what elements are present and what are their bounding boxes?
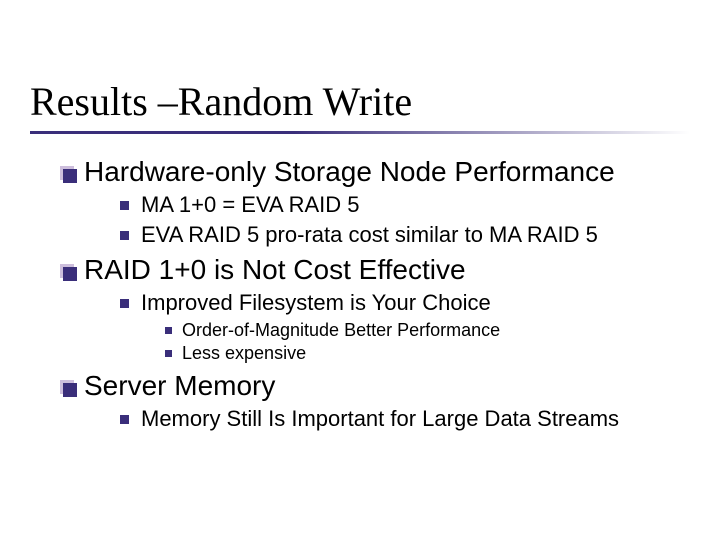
- bullet-text: MA 1+0 = EVA RAID 5: [141, 192, 690, 218]
- diamond-bullet-icon: [60, 380, 74, 394]
- bullet-lvl1: Server Memory: [60, 370, 690, 402]
- bullet-lvl3: Less expensive: [165, 343, 690, 364]
- bullet-lvl3: Order-of-Magnitude Better Performance: [165, 320, 690, 341]
- bullet-lvl2: Memory Still Is Important for Large Data…: [120, 406, 690, 432]
- bullet-text: Less expensive: [182, 343, 690, 364]
- small-square-bullet-icon: [165, 327, 172, 334]
- bullet-lvl1: Hardware-only Storage Node Performance: [60, 156, 690, 188]
- bullet-text: EVA RAID 5 pro-rata cost similar to MA R…: [141, 222, 690, 248]
- title-underline: [30, 131, 690, 134]
- slide-title: Results –Random Write: [30, 78, 690, 125]
- square-bullet-icon: [120, 231, 129, 240]
- square-bullet-icon: [120, 201, 129, 210]
- bullet-text: Memory Still Is Important for Large Data…: [141, 406, 690, 432]
- small-square-bullet-icon: [165, 350, 172, 357]
- diamond-bullet-icon: [60, 166, 74, 180]
- square-bullet-icon: [120, 299, 129, 308]
- bullet-lvl1: RAID 1+0 is Not Cost Effective: [60, 254, 690, 286]
- bullet-text: Server Memory: [84, 370, 690, 402]
- bullet-text: Improved Filesystem is Your Choice: [141, 290, 690, 316]
- bullet-lvl2: EVA RAID 5 pro-rata cost similar to MA R…: [120, 222, 690, 248]
- bullet-lvl2: MA 1+0 = EVA RAID 5: [120, 192, 690, 218]
- bullet-text: RAID 1+0 is Not Cost Effective: [84, 254, 690, 286]
- diamond-bullet-icon: [60, 264, 74, 278]
- bullet-lvl2: Improved Filesystem is Your Choice: [120, 290, 690, 316]
- slide: Results –Random Write Hardware-only Stor…: [0, 0, 720, 540]
- square-bullet-icon: [120, 415, 129, 424]
- slide-title-text: Results –Random Write: [30, 79, 412, 124]
- bullet-text: Hardware-only Storage Node Performance: [84, 156, 690, 188]
- bullet-text: Order-of-Magnitude Better Performance: [182, 320, 690, 341]
